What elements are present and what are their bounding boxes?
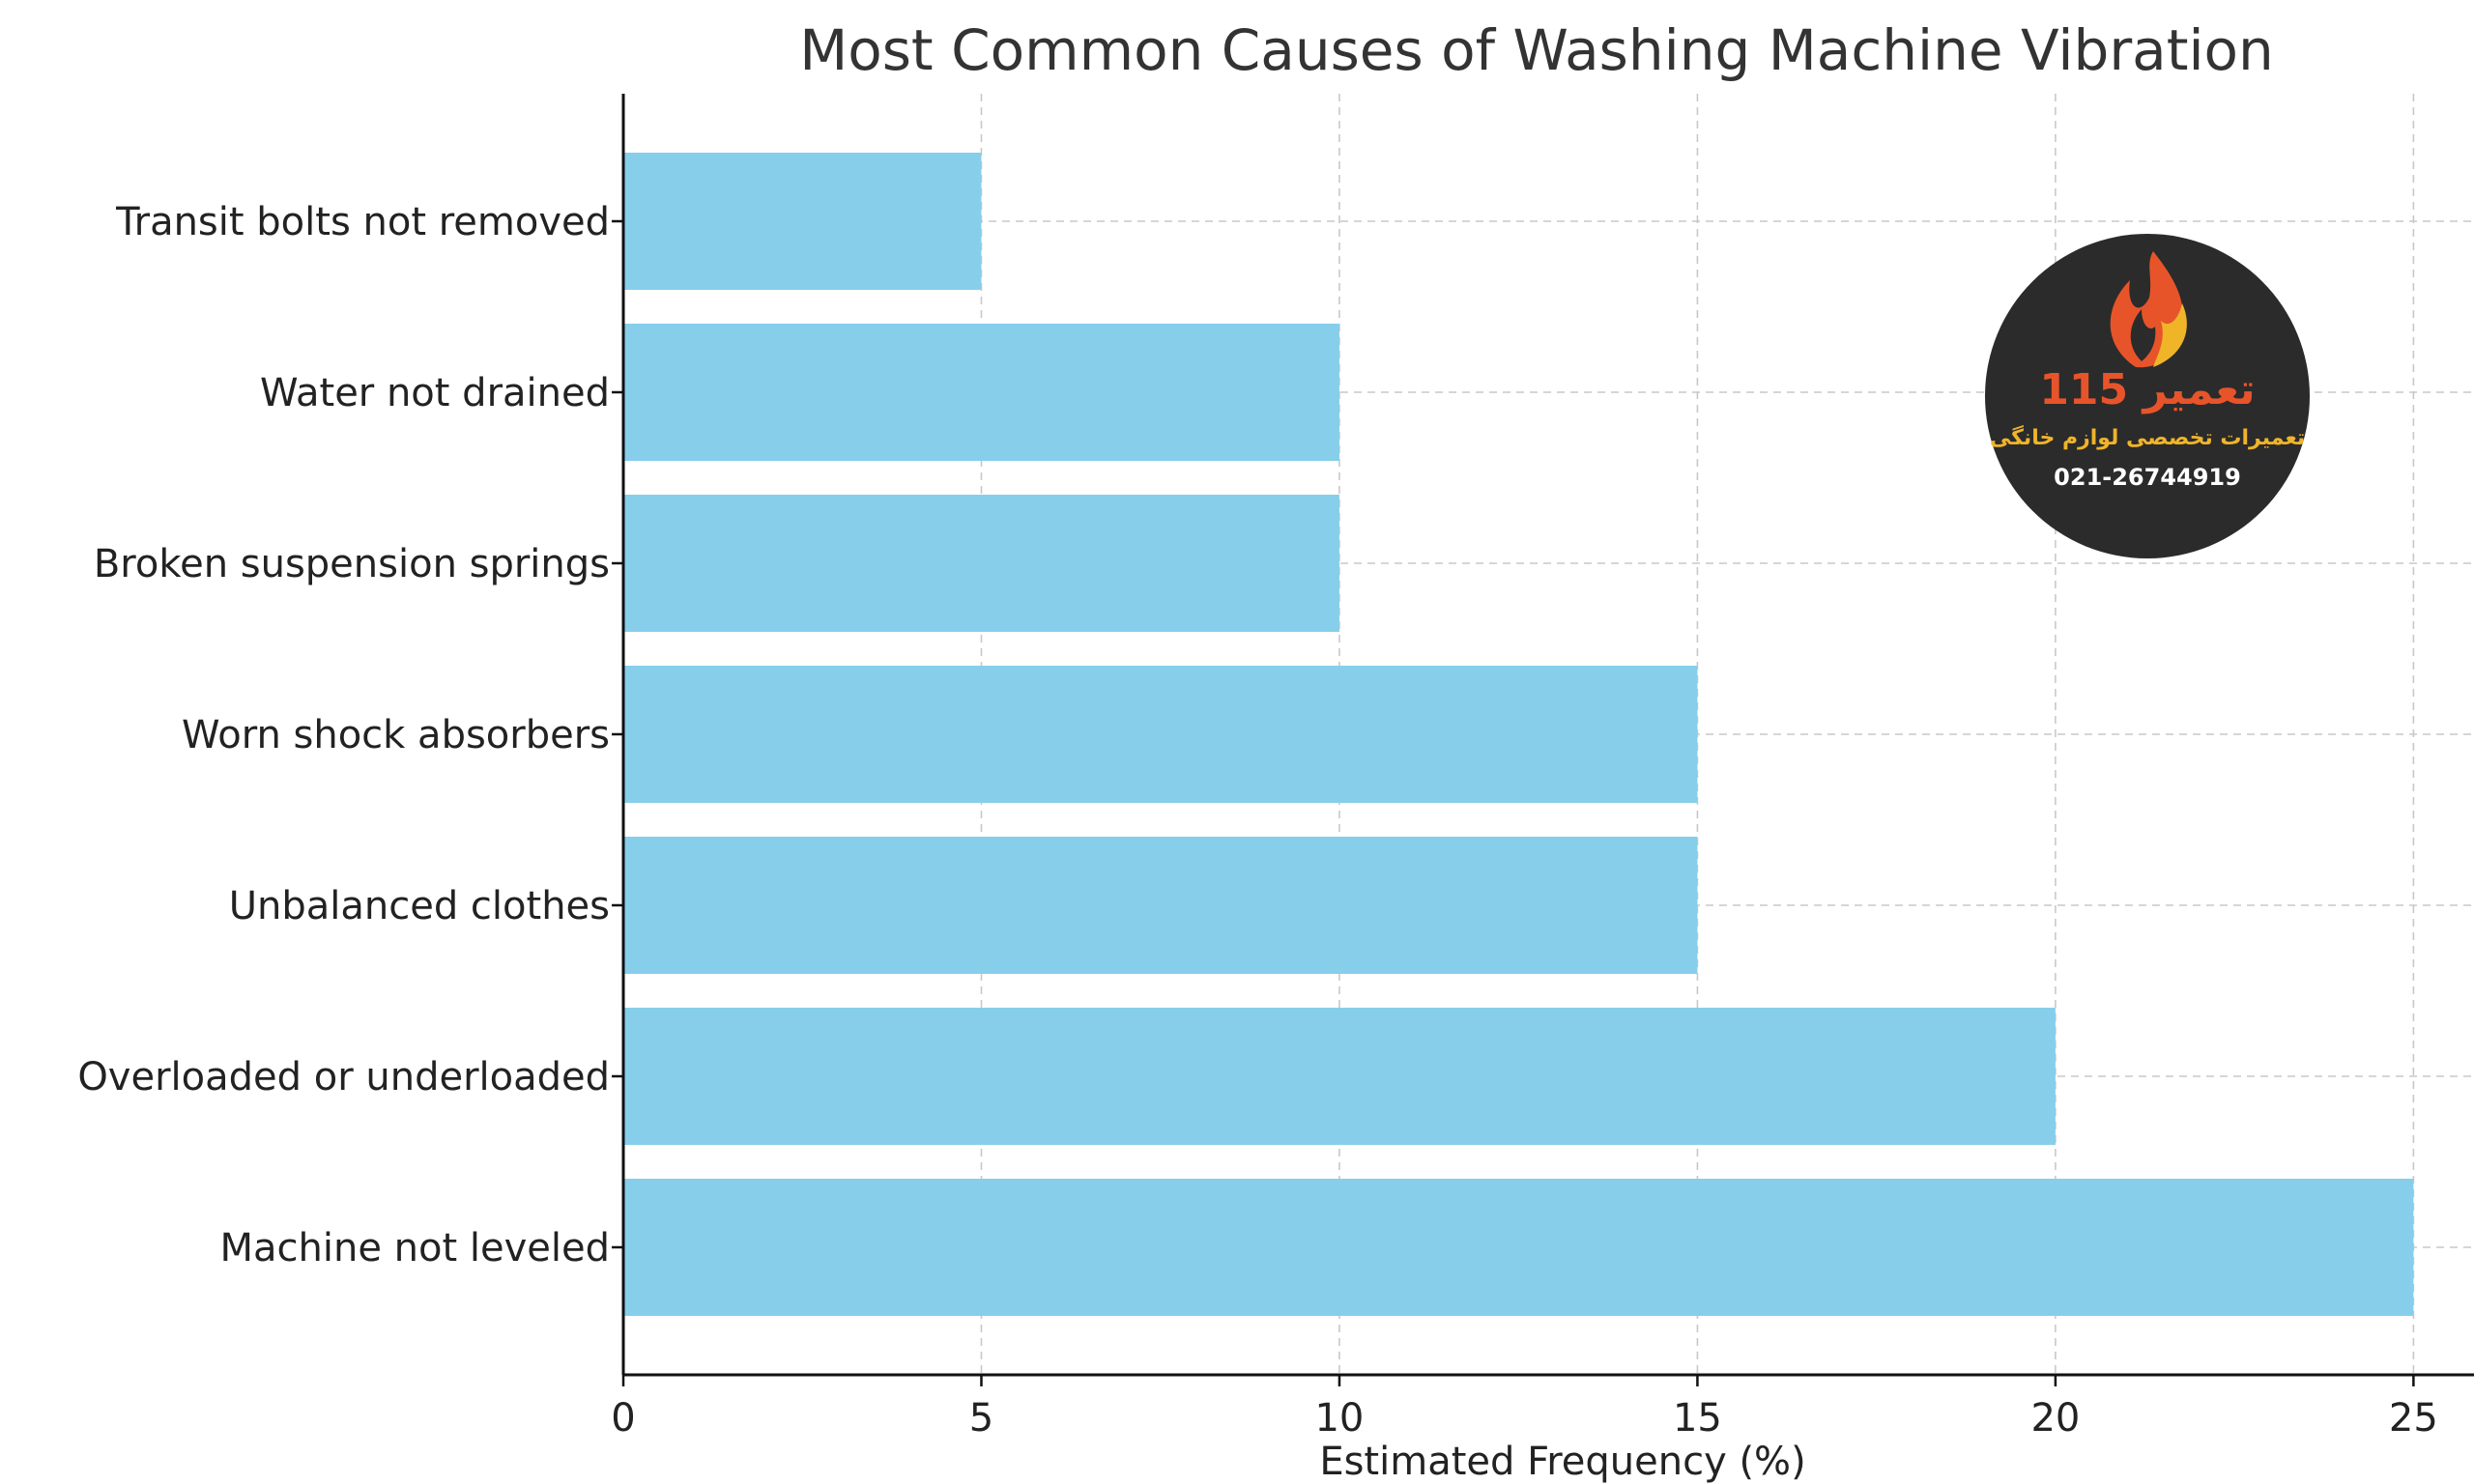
y-tick-label: Unbalanced clothes [229,884,610,928]
y-tick-label: Worn shock absorbers [182,713,610,757]
y-tick-label: Machine not leveled [220,1226,611,1270]
bar [623,1008,2056,1145]
y-tick-label: Overloaded or underloaded [77,1055,610,1099]
watermark-phone: 021-26744919 [2054,464,2241,491]
x-tick-label: 20 [2030,1396,2080,1441]
watermark-logo: تعمیر 115 تعمیرات تخصصی لوازم خانگی 021-… [1985,234,2310,558]
x-tick-label: 25 [2389,1396,2438,1441]
chart-title: Most Common Causes of Washing Machine Vi… [799,17,2274,83]
flame-icon [2110,251,2187,368]
bar [623,324,1339,461]
bar [623,666,1698,803]
x-tick-label: 10 [1314,1396,1364,1441]
ticks: 0 5 10 15 20 25 Machine not leveled Overloaded … [77,200,2438,1441]
x-tick-label: 15 [1673,1396,1722,1441]
x-axis-label: Estimated Frequency (%) [1319,1440,1805,1484]
bars [623,153,2414,1316]
y-tick-label: Transit bolts not removed [115,200,610,244]
y-tick-label: Water not drained [260,371,610,415]
bar [623,153,982,290]
watermark-title: تعمیر 115 [2039,365,2255,414]
watermark-circle [1985,234,2310,558]
bar [623,1179,2414,1316]
x-tick-label: 5 [969,1396,993,1441]
bar [623,495,1339,632]
y-tick-label: Broken suspension springs [94,542,610,586]
bar [623,837,1698,974]
watermark-subtitle: تعمیرات تخصصی لوازم خانگی [1990,424,2305,450]
x-tick-label: 0 [611,1396,635,1441]
